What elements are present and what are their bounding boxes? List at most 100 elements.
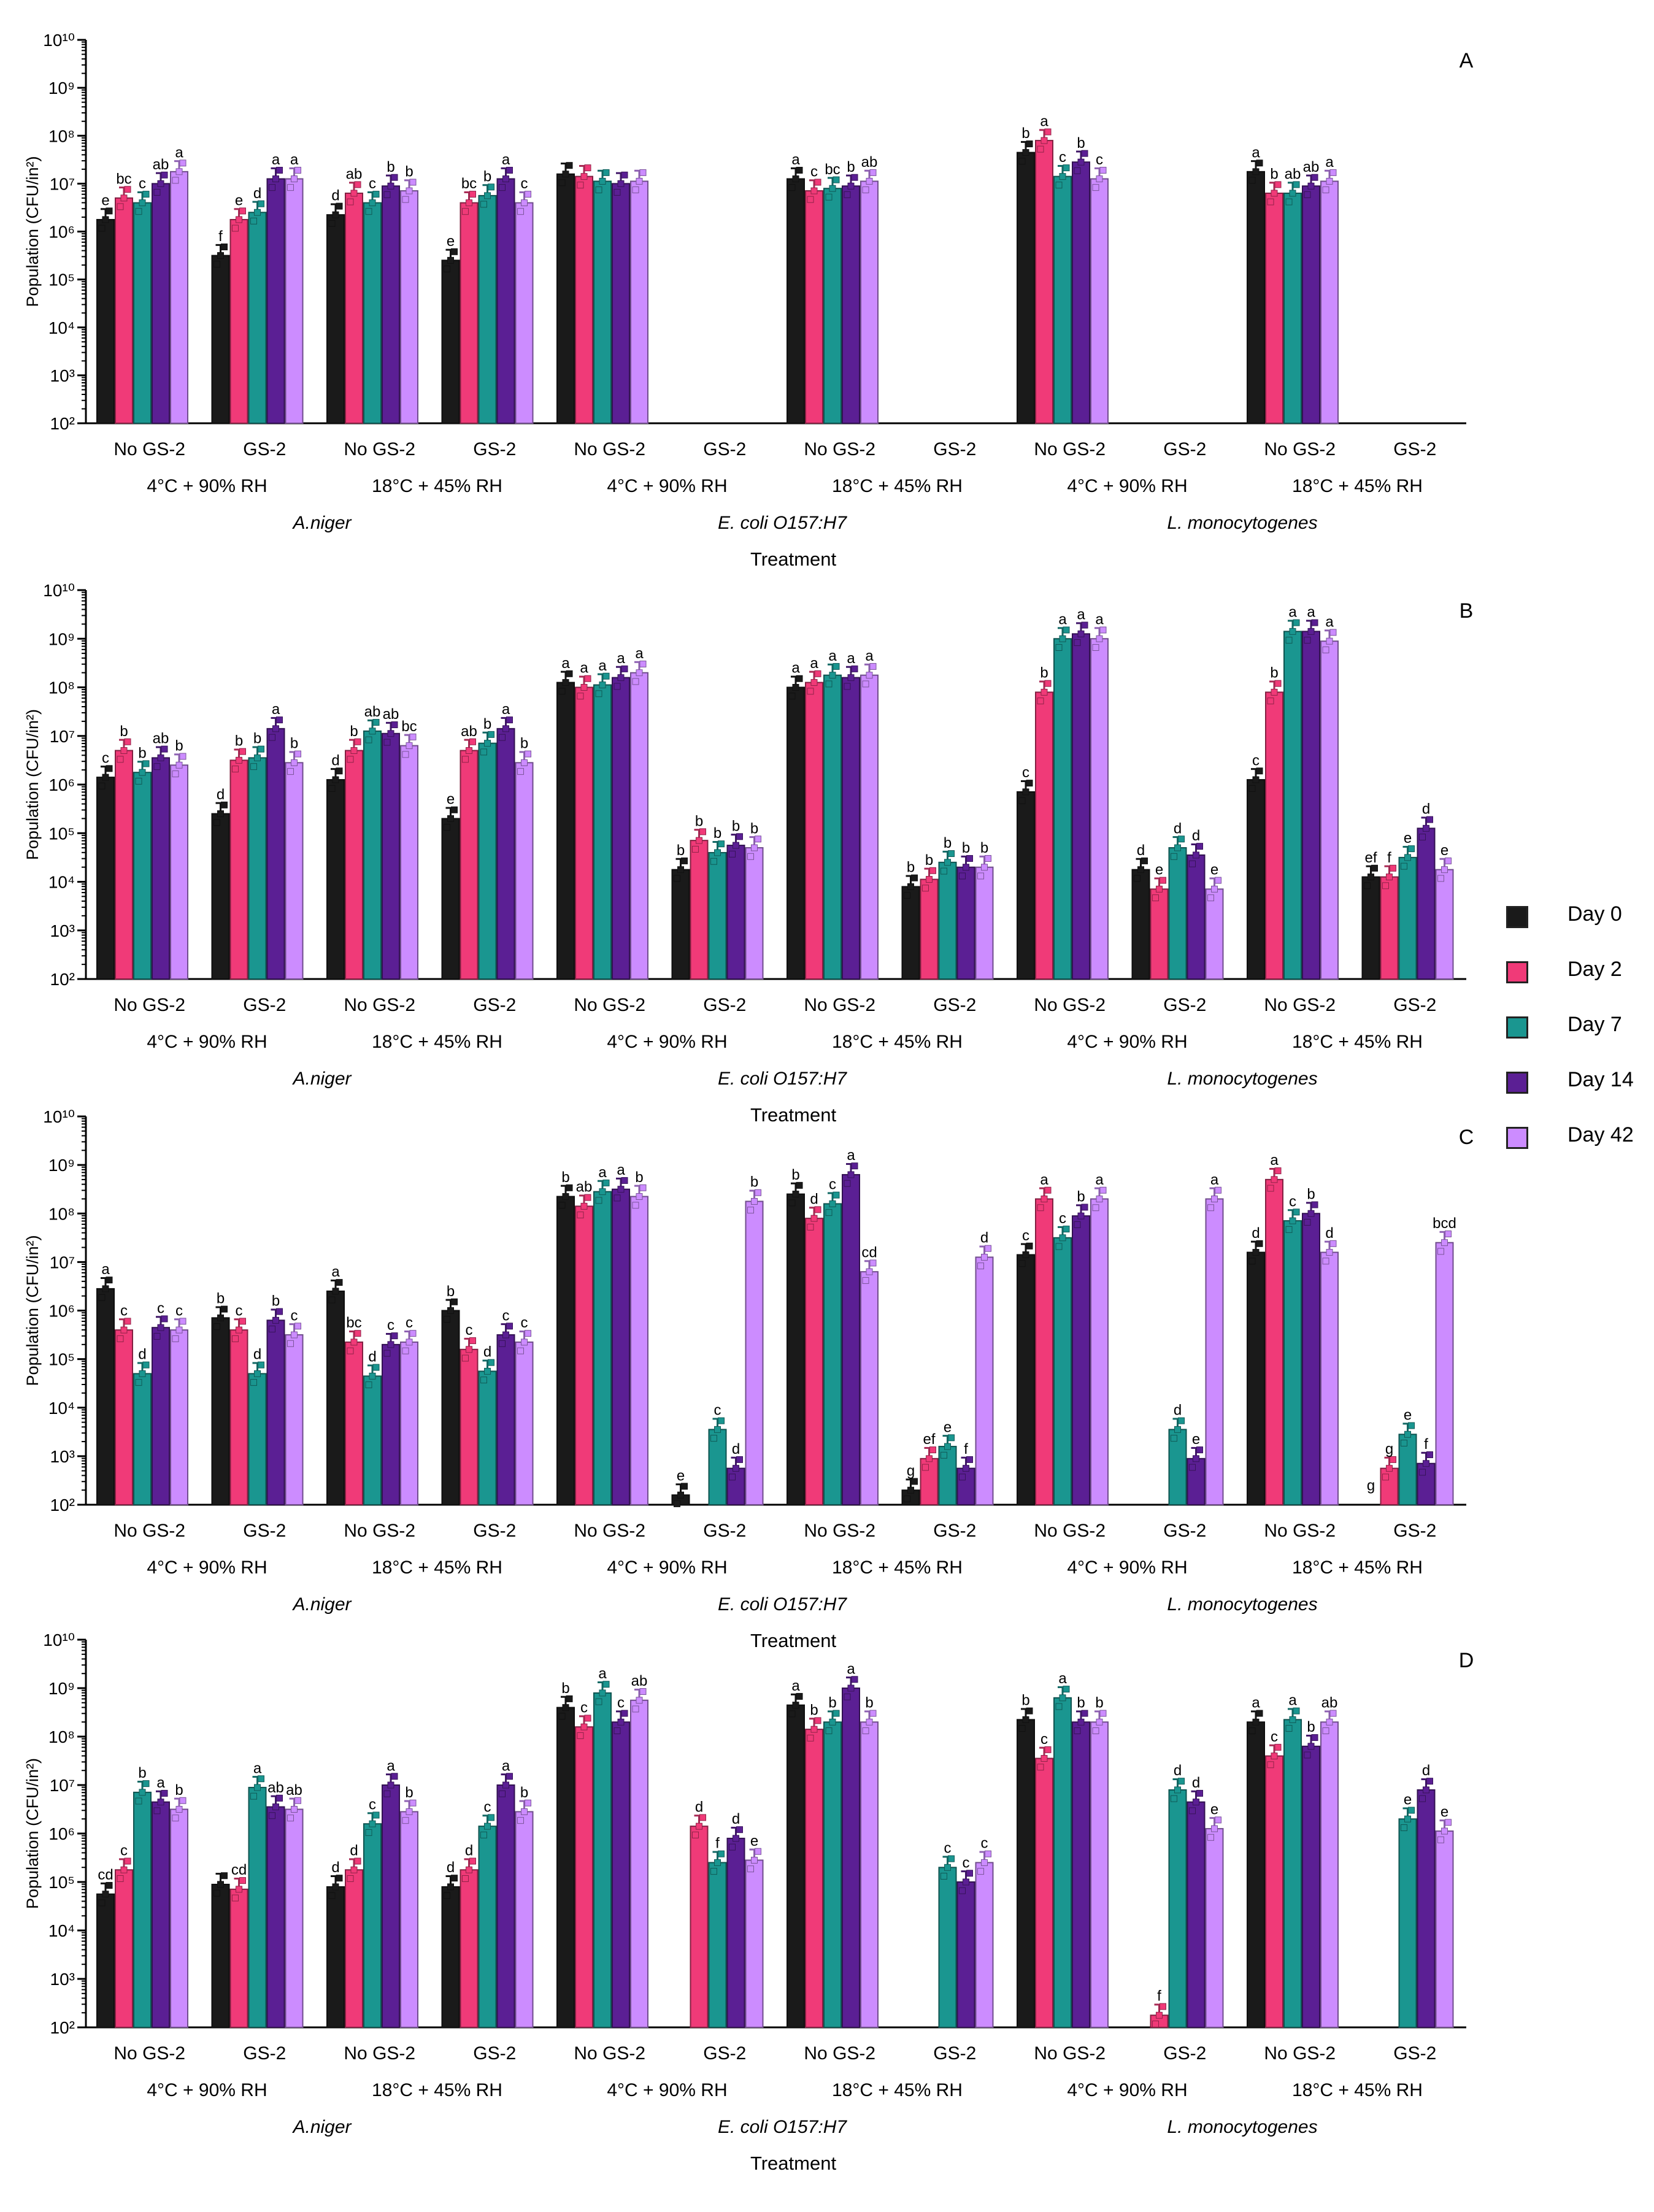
- data-point: [963, 864, 969, 871]
- bar: [400, 1811, 418, 2028]
- significance-letter: a: [1058, 611, 1067, 628]
- data-point: [1248, 177, 1256, 184]
- significance-letter: b: [405, 1784, 413, 1801]
- data-point: [844, 683, 851, 690]
- significance-letter: d: [1174, 820, 1182, 837]
- x-category-label: No GS-2: [574, 995, 645, 1015]
- data-point: [847, 1171, 855, 1178]
- significance-letter: a: [1288, 604, 1297, 621]
- x-category-label: No GS-2: [344, 2043, 415, 2064]
- data-point: [677, 866, 684, 874]
- data-point: [577, 1212, 584, 1219]
- significance-letter: c: [944, 1840, 952, 1857]
- data-point: [466, 747, 472, 755]
- data-point: [614, 683, 621, 690]
- x-category-label: GS-2: [703, 2043, 746, 2064]
- data-point: [217, 1881, 224, 1888]
- data-point: [833, 176, 840, 183]
- data-point: [614, 1727, 621, 1735]
- data-point: [985, 1850, 991, 1857]
- significance-letter: b: [290, 735, 298, 752]
- condition-label: 4°C + 90% RH: [147, 1557, 267, 1578]
- data-point: [948, 850, 955, 858]
- data-point: [1382, 1473, 1389, 1481]
- bar: [690, 1826, 709, 2028]
- significance-letter: d: [253, 185, 261, 202]
- x-category-label: No GS-2: [113, 995, 185, 1015]
- bar: [1072, 1721, 1090, 2029]
- bar: [170, 1329, 188, 1505]
- data-point: [172, 1335, 179, 1342]
- x-axis-title: Treatment: [750, 548, 837, 570]
- data-point: [106, 765, 113, 772]
- data-point: [632, 186, 639, 194]
- data-point: [1196, 1446, 1203, 1454]
- data-point: [1390, 864, 1396, 872]
- data-point: [213, 819, 220, 826]
- data-point: [681, 1483, 688, 1490]
- data-point: [617, 1718, 625, 1726]
- bar: [938, 861, 957, 980]
- bar: [805, 1729, 823, 2028]
- bar: [1072, 1215, 1090, 1506]
- y-axis-title: Population (CFU/in²): [23, 1758, 42, 1909]
- data-point: [172, 1815, 179, 1822]
- data-point: [621, 171, 628, 179]
- significance-letter: a: [1325, 613, 1334, 630]
- significance-letter: cd: [231, 1862, 247, 1878]
- data-point: [1423, 1786, 1429, 1794]
- data-point: [347, 756, 354, 763]
- data-point: [847, 674, 855, 682]
- data-point: [602, 169, 610, 176]
- data-point: [1304, 637, 1311, 644]
- data-point: [1371, 864, 1378, 872]
- data-point: [755, 1848, 761, 1855]
- significance-letter: c: [1022, 764, 1029, 781]
- data-point: [747, 853, 754, 860]
- organism-label: A.niger: [291, 513, 352, 533]
- significance-letter: b: [1307, 1186, 1315, 1203]
- significance-letter: c: [1059, 1210, 1066, 1227]
- bar: [345, 193, 363, 424]
- bar: [1435, 869, 1454, 980]
- bar: [1320, 640, 1339, 980]
- data-point: [480, 1831, 487, 1838]
- significance-letter: cd: [861, 1244, 877, 1261]
- data-point: [829, 1200, 836, 1207]
- data-point: [1063, 1686, 1070, 1693]
- data-point: [614, 1194, 621, 1202]
- significance-letter: d: [331, 188, 339, 204]
- data-point: [1196, 843, 1203, 850]
- data-point: [1404, 1815, 1411, 1822]
- data-point: [714, 1859, 721, 1866]
- y-tick-label: 10⁹: [48, 1156, 75, 1175]
- data-point: [469, 1857, 476, 1865]
- data-point: [409, 733, 417, 740]
- data-point: [1293, 181, 1300, 188]
- significance-letter: ab: [153, 731, 169, 747]
- data-point: [1419, 1795, 1426, 1802]
- bar: [1035, 140, 1053, 424]
- data-point: [1293, 1707, 1300, 1715]
- bar: [1247, 1721, 1265, 2029]
- bar: [266, 1319, 285, 1505]
- data-point: [466, 1866, 472, 1873]
- bar: [1320, 1721, 1339, 2029]
- data-point: [354, 181, 361, 188]
- data-point: [981, 864, 988, 871]
- data-point: [851, 665, 858, 672]
- data-point: [1074, 1727, 1081, 1735]
- data-point: [1285, 1725, 1293, 1732]
- data-point: [796, 167, 803, 174]
- data-point: [269, 1326, 275, 1333]
- data-point: [102, 1891, 109, 1898]
- bar: [1380, 876, 1399, 980]
- y-tick-label: 10⁸: [48, 1727, 75, 1746]
- significance-letter: c: [521, 1315, 528, 1331]
- legend-label: Day 42: [1567, 1123, 1634, 1146]
- bar: [612, 183, 630, 424]
- data-point: [751, 844, 758, 851]
- y-tick-label: 10⁵: [48, 1873, 75, 1892]
- data-point: [120, 1326, 128, 1334]
- significance-letter: a: [810, 655, 818, 672]
